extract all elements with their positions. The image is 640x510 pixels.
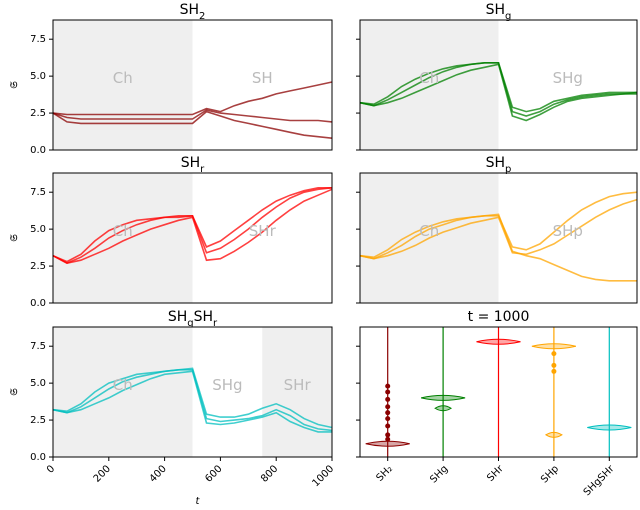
shaded-region (262, 327, 332, 457)
region-label: SHr (249, 222, 277, 240)
outlier-point (385, 404, 391, 410)
title-text: SH (194, 309, 213, 325)
y-tick-label: 7.5 (30, 187, 46, 198)
x-tick-label: 600 (203, 463, 224, 484)
violin-peak (531, 343, 577, 350)
x-axis-label: t (196, 496, 201, 507)
region-label: SHr (284, 376, 312, 394)
plot-frame (359, 19, 638, 151)
panel-title: SHgSHr (168, 309, 218, 329)
trajectory-line (359, 213, 637, 282)
region-label: Ch (419, 222, 439, 240)
plot-frame (359, 172, 638, 304)
outlier-point (385, 436, 391, 442)
title-subscript: r (200, 164, 205, 175)
y-tick-label: 0.0 (30, 452, 46, 463)
title-text: t = 1000 (468, 309, 530, 325)
title-subscript: r (213, 318, 218, 329)
y-tick-label: 0.0 (30, 298, 46, 309)
violin-peak (544, 431, 563, 438)
y-tick-label: 5.0 (30, 378, 46, 389)
y-tick-label: 2.5 (30, 108, 46, 119)
x-tick-label: SHr (485, 463, 506, 484)
outlier-point (551, 351, 557, 357)
trajectory-line (52, 367, 333, 429)
region-label: Ch (113, 222, 133, 240)
region-label: Ch (113, 376, 133, 394)
x-tick-label: SH₂ (375, 463, 395, 483)
title-text: SH (168, 309, 187, 325)
trajectory-line (359, 62, 637, 113)
shaded-region (53, 173, 193, 303)
y-tick-label: 7.5 (30, 341, 46, 352)
x-tick-label: 200 (92, 463, 113, 484)
title-subscript: p (505, 164, 511, 175)
region-label: SHp (553, 222, 583, 240)
y-axis-label: 𝔖 (9, 81, 20, 88)
violin-peak (434, 405, 453, 412)
panel-title: SHr (181, 155, 205, 175)
title-text: SH (486, 155, 505, 171)
trajectory-line (52, 81, 333, 116)
x-tick-label: 0 (45, 463, 57, 475)
region-label: Ch (419, 69, 439, 87)
plot-frame (52, 172, 333, 304)
region-label: SHg (212, 376, 242, 394)
outlier-point (385, 410, 391, 416)
trajectory-line (52, 370, 332, 433)
plot-frame (52, 19, 333, 151)
outlier-point (385, 432, 391, 438)
y-tick-label: 5.0 (30, 71, 46, 82)
plot-frame (359, 326, 638, 458)
shaded-region (53, 327, 193, 457)
outlier-point (385, 416, 391, 422)
title-subscript: g (505, 11, 511, 22)
region-label: SH (252, 69, 273, 87)
outlier-point (385, 396, 391, 402)
y-axis-label: 𝔖 (9, 388, 20, 395)
y-tick-label: 7.5 (30, 34, 46, 45)
x-tick-label: 400 (148, 463, 169, 484)
trajectory-line (52, 109, 333, 123)
panel-title: SHg (486, 2, 512, 22)
region-label: SHg (553, 69, 583, 87)
panel-title: SHp (486, 155, 512, 175)
x-tick-label: SHp (539, 463, 561, 485)
y-tick-label: 2.5 (30, 415, 46, 426)
title-text: SH (181, 155, 200, 171)
panel-title: SH2 (180, 2, 206, 22)
violin-peak (587, 424, 632, 431)
violin-peak (476, 338, 521, 345)
outlier-point (385, 383, 391, 389)
y-tick-label: 2.5 (30, 261, 46, 272)
x-tick-label: 1000 (310, 463, 336, 489)
x-tick-label: SHgSHr (582, 463, 617, 498)
x-tick-label: SHg (428, 463, 450, 485)
outlier-point (551, 362, 557, 368)
violin-peak (420, 394, 466, 401)
trajectory-line (52, 110, 333, 139)
title-subscript: 2 (199, 11, 205, 22)
outlier-point (385, 423, 391, 429)
violin-peak (365, 440, 410, 447)
region-label: Ch (113, 69, 133, 87)
panel-title: t = 1000 (468, 309, 530, 325)
y-axis-label: 𝔖 (9, 234, 20, 241)
outlier-point (551, 368, 557, 374)
trajectory-line (52, 187, 332, 263)
title-subscript: g (187, 318, 193, 329)
title-text: SH (180, 2, 199, 18)
shaded-region (53, 20, 193, 150)
y-tick-label: 5.0 (30, 224, 46, 235)
plot-frame (52, 326, 333, 458)
shaded-region (360, 20, 499, 150)
title-text: SH (486, 2, 505, 18)
x-tick-label: 800 (259, 463, 280, 484)
y-tick-label: 0.0 (30, 145, 46, 156)
outlier-point (385, 389, 391, 395)
trajectory-line (359, 198, 638, 260)
